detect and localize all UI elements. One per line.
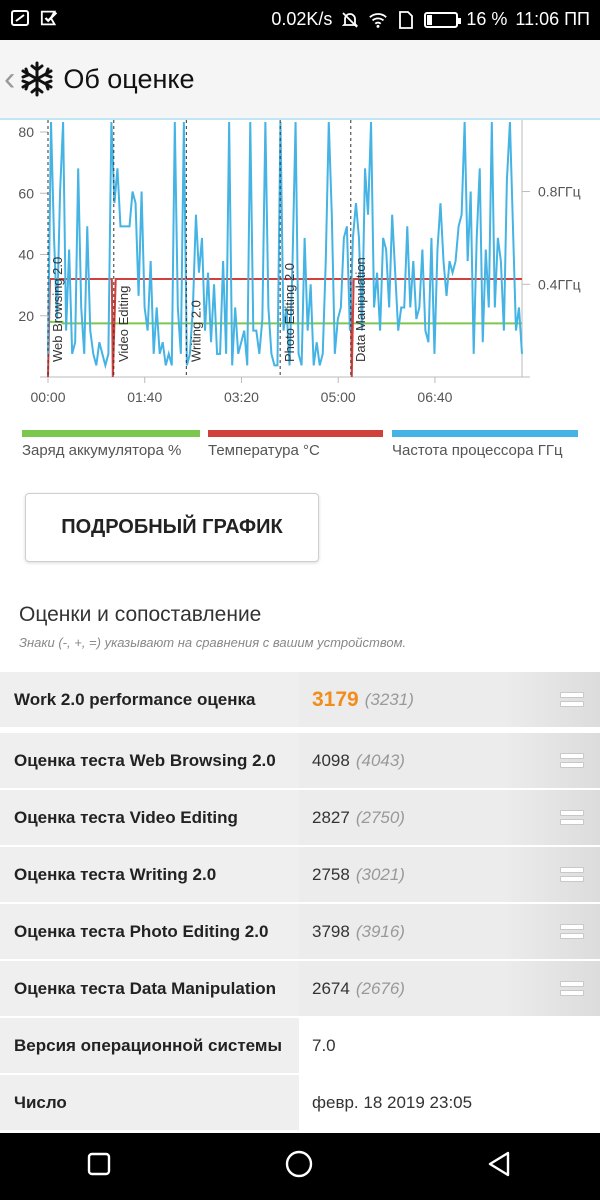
- y-tick-label: 80: [18, 124, 34, 140]
- snowflake-icon: [19, 61, 55, 97]
- score-value: 3798: [312, 921, 350, 941]
- score-value-cell: 4098 (4043): [299, 733, 600, 788]
- y-tick-label: 20: [18, 308, 34, 324]
- legend-label-cpu-frequency: Частота процессора ГГц: [392, 442, 563, 459]
- test-marker-label: Data Manipulation: [353, 257, 368, 362]
- equal-icon: [560, 980, 584, 997]
- y-tick-label: 60: [18, 185, 34, 201]
- info-value: 7.0: [299, 1018, 600, 1073]
- score-compare: (3021): [355, 864, 405, 884]
- legend-label-battery: Заряд аккумулятора %: [22, 442, 182, 459]
- section-subtitle: Знаки (-, +, =) указывают на сравнения с…: [19, 635, 407, 650]
- scores-table: Work 2.0 performance оценка 3179 (3231) …: [0, 670, 600, 1130]
- navigation-bar: [0, 1133, 600, 1200]
- checkmark-flag-icon: [40, 8, 60, 28]
- table-row: Оценка теста Writing 2.0 2758 (3021): [0, 847, 600, 902]
- score-value-cell: 3798 (3916): [299, 904, 600, 959]
- score-value: 2758: [312, 864, 350, 884]
- table-row: Оценка теста Data Manipulation 2674 (267…: [0, 961, 600, 1016]
- legend-swatch-temperature: [208, 430, 383, 437]
- detailed-graph-button[interactable]: ПОДРОБНЫЙ ГРАФИК: [25, 493, 319, 562]
- score-value-cell: 2674 (2676): [299, 961, 600, 1016]
- test-marker-label: Video Editing: [116, 286, 131, 362]
- test-marker-label: Photo Editing 2.0: [282, 263, 297, 362]
- score-name: Оценка теста Photo Editing 2.0: [0, 904, 299, 959]
- chart-legend: Заряд аккумулятора % Температура °C Част…: [22, 430, 578, 470]
- back-chevron-icon[interactable]: ‹: [4, 59, 16, 98]
- series-line: [48, 320, 522, 325]
- app-bar: ‹ Об оценке: [0, 40, 600, 120]
- equal-icon: [560, 866, 584, 883]
- performance-chart: 20 40 60 80 0.4ГГц 0.8ГГц 00:00 01:40 03:20 05:00…: [18, 120, 581, 405]
- info-row-os-version: Версия операционной системы 7.0: [0, 1018, 600, 1073]
- score-compare: (3916): [355, 921, 405, 941]
- legend-item-temperature: Температура °C: [208, 430, 383, 459]
- data-icon: [396, 10, 416, 30]
- score-value: 2674: [312, 978, 350, 998]
- equal-icon: [560, 809, 584, 826]
- table-row: Оценка теста Video Editing 2827 (2750): [0, 790, 600, 845]
- score-compare: (2750): [355, 807, 405, 827]
- x-tick-label: 05:00: [321, 389, 356, 405]
- x-tick-label: 00:00: [30, 389, 65, 405]
- y-right-tick-label: 0.4ГГц: [538, 276, 581, 292]
- info-name: Число: [0, 1075, 299, 1130]
- page-title: Об оценке: [63, 63, 195, 94]
- info-name: Версия операционной системы: [0, 1018, 299, 1073]
- recents-square-icon[interactable]: [86, 1151, 112, 1182]
- x-tick-label: 06:40: [417, 389, 452, 405]
- equal-icon: [560, 691, 584, 708]
- mute-bell-icon: [340, 10, 360, 30]
- score-name: Оценка теста Writing 2.0: [0, 847, 299, 902]
- score-compare: (3231): [364, 689, 414, 709]
- legend-swatch-battery: [22, 430, 200, 437]
- table-row: Work 2.0 performance оценка 3179 (3231): [0, 672, 600, 727]
- score-name: Work 2.0 performance оценка: [0, 672, 299, 727]
- home-circle-icon[interactable]: [284, 1149, 314, 1184]
- score-name: Оценка теста Web Browsing 2.0: [0, 733, 299, 788]
- back-triangle-icon[interactable]: [486, 1150, 514, 1183]
- score-value-cell: 2758 (3021): [299, 847, 600, 902]
- score-name: Оценка теста Video Editing: [0, 790, 299, 845]
- table-row: Оценка теста Photo Editing 2.0 3798 (391…: [0, 904, 600, 959]
- section-title: Оценки и сопоставление: [19, 603, 262, 626]
- clock: 11:06 ПП: [515, 9, 590, 29]
- score-compare: (2676): [355, 978, 405, 998]
- score-value: 3179: [312, 687, 359, 711]
- equal-icon: [560, 923, 584, 940]
- score-compare: (4043): [355, 750, 405, 770]
- status-bar: 0.02K/s 16 % 11:06 ПП: [0, 0, 600, 40]
- y-tick-label: 40: [18, 247, 34, 263]
- score-value-cell: 2827 (2750): [299, 790, 600, 845]
- info-row-date: Число февр. 18 2019 23:05: [0, 1075, 600, 1130]
- network-speed: 0.02K/s: [271, 9, 333, 29]
- x-tick-label: 01:40: [127, 389, 162, 405]
- legend-label-temperature: Температура °C: [208, 442, 320, 459]
- screenshot-icon: [10, 8, 30, 28]
- battery-percent: 16 %: [466, 9, 508, 29]
- score-value: 4098: [312, 750, 350, 770]
- test-marker-label: Web Browsing 2.0: [50, 257, 65, 362]
- legend-item-battery: Заряд аккумулятора %: [22, 430, 200, 459]
- info-value: февр. 18 2019 23:05: [299, 1075, 600, 1130]
- legend-item-cpu-frequency: Частота процессора ГГц: [392, 430, 578, 459]
- y-right-tick-label: 0.8ГГц: [538, 184, 581, 200]
- equal-icon: [560, 752, 584, 769]
- legend-swatch-cpu-frequency: [392, 430, 578, 437]
- battery-icon: [424, 11, 462, 28]
- table-row: Оценка теста Web Browsing 2.0 4098 (4043…: [0, 733, 600, 788]
- score-value-cell: 3179 (3231): [299, 672, 600, 727]
- wifi-icon: [368, 10, 388, 30]
- test-marker-label: Writing 2.0: [188, 300, 203, 362]
- score-value: 2827: [312, 807, 350, 827]
- x-tick-label: 03:20: [224, 389, 259, 405]
- series-line: [47, 121, 523, 370]
- score-name: Оценка теста Data Manipulation: [0, 961, 299, 1016]
